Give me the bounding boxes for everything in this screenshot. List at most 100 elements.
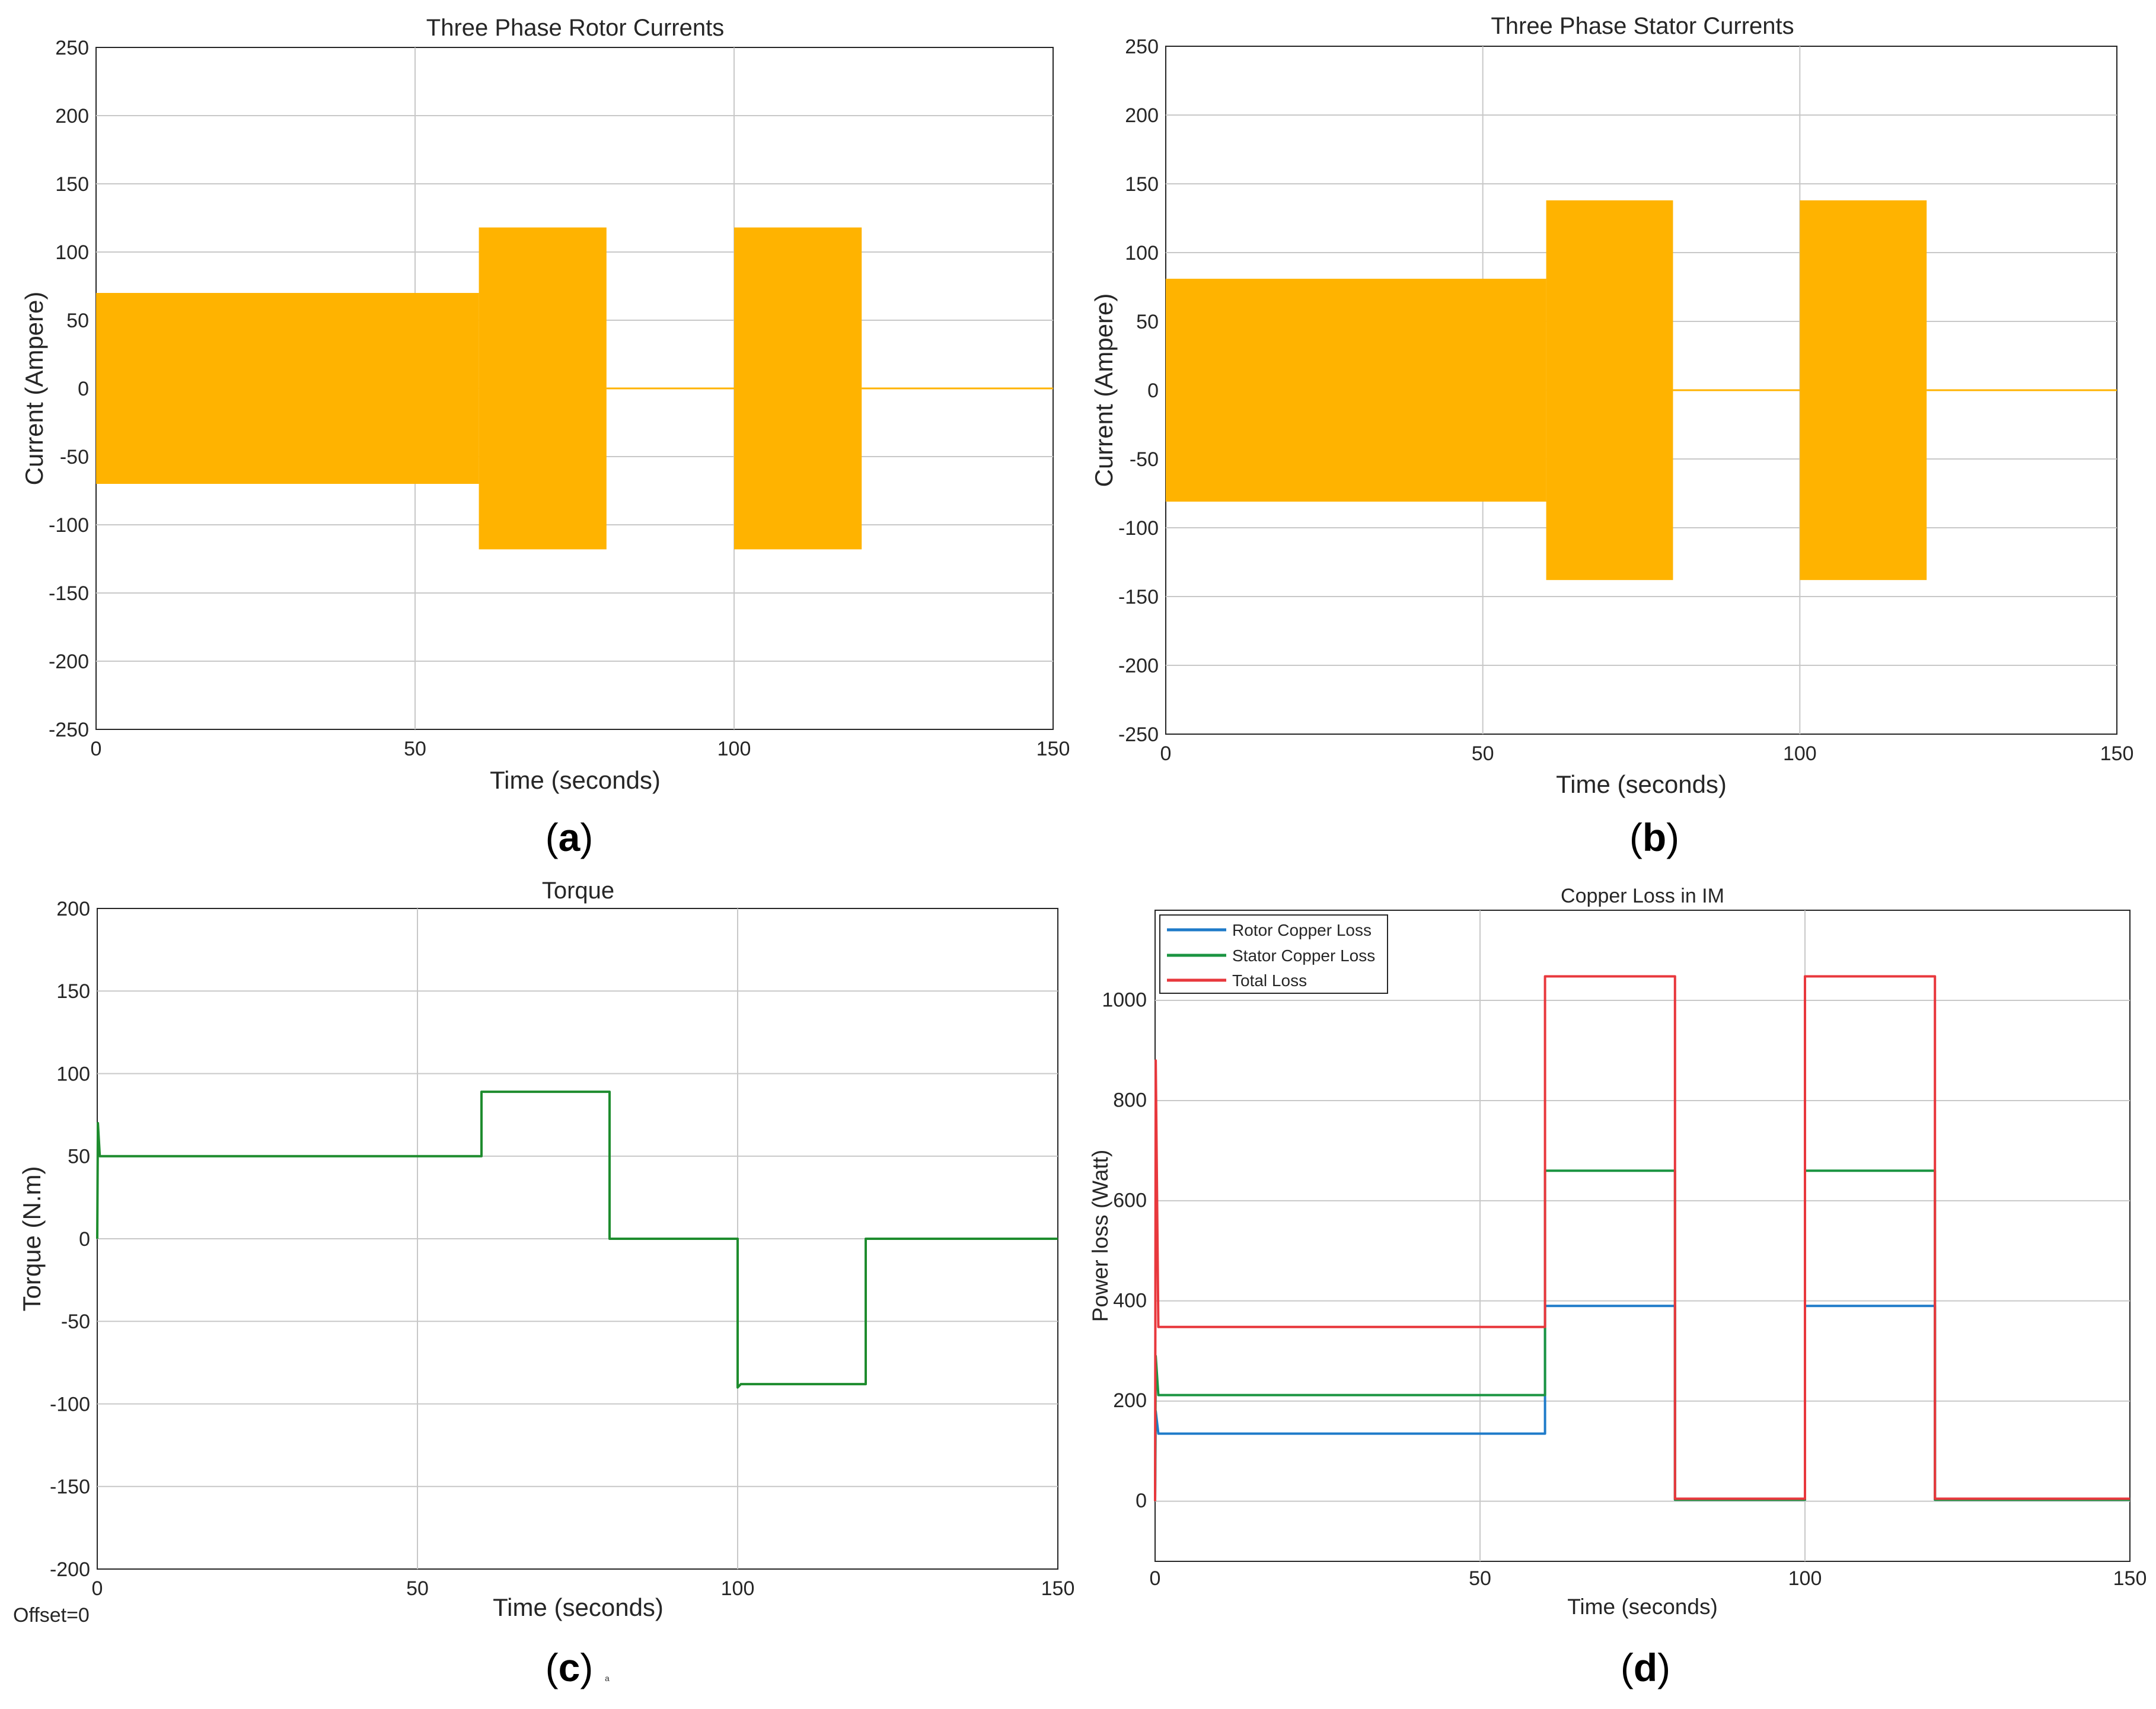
legend-label-stator: Stator Copper Loss bbox=[1232, 946, 1375, 965]
panel-c-title: Torque bbox=[542, 878, 614, 904]
series-line-0 bbox=[96, 1091, 1058, 1389]
panel-stator-currents: Three Phase Stator Currents 0 50 100 150 250… bbox=[1090, 13, 2133, 859]
panel-d-series bbox=[1154, 975, 2130, 1501]
y-tick-label: -150 bbox=[1118, 586, 1159, 608]
x-tick-label: 50 bbox=[1472, 742, 1494, 765]
y-tick-label: 200 bbox=[1113, 1389, 1147, 1412]
panel-a-caption-letter: a bbox=[559, 815, 581, 859]
y-tick-label: -100 bbox=[1118, 517, 1159, 540]
y-tick-label: 200 bbox=[1125, 104, 1159, 127]
y-tick-label: -200 bbox=[49, 651, 89, 673]
y-tick-label: 150 bbox=[56, 980, 90, 1003]
y-tick-label: -50 bbox=[61, 1311, 90, 1333]
current-envelope-segment bbox=[479, 227, 607, 550]
panel-d-ylabel: Power loss (Watt) bbox=[1088, 1150, 1112, 1322]
x-tick-label: 0 bbox=[92, 1577, 103, 1600]
panel-a-title: Three Phase Rotor Currents bbox=[426, 15, 724, 41]
y-tick-label: 50 bbox=[68, 1146, 90, 1168]
x-tick-label: 0 bbox=[91, 738, 102, 760]
y-tick-label: 250 bbox=[55, 37, 89, 59]
y-tick-label: 100 bbox=[1125, 242, 1159, 264]
x-tick-label: 150 bbox=[2113, 1567, 2147, 1590]
x-tick-label: 100 bbox=[1788, 1567, 1822, 1590]
x-tick-label: 50 bbox=[1469, 1567, 1491, 1590]
x-tick-label: 0 bbox=[1150, 1567, 1161, 1590]
panel-a-caption: (a) bbox=[546, 815, 594, 859]
x-tick-label: 100 bbox=[717, 738, 751, 760]
panel-c-xlabel: Time (seconds) bbox=[493, 1593, 664, 1621]
x-tick-label: 100 bbox=[721, 1577, 755, 1600]
y-tick-label: -100 bbox=[50, 1393, 90, 1415]
legend-label-total: Total Loss bbox=[1232, 971, 1307, 990]
panel-copper-loss: Copper Loss in IM 0 50 100 150 1000 800 600 400… bbox=[1088, 885, 2147, 1689]
current-envelope-segment bbox=[734, 227, 862, 550]
panel-a-ticks: 0 50 100 150 250 200 150 100 50 0 -50 -100 -150 -200 -… bbox=[49, 37, 1070, 760]
legend-label-rotor: Rotor Copper Loss bbox=[1232, 921, 1372, 939]
y-tick-label: 0 bbox=[1136, 1490, 1147, 1512]
y-tick-label: -50 bbox=[60, 446, 89, 468]
y-tick-label: -150 bbox=[50, 1476, 90, 1498]
panel-b-ylabel: Current (Ampere) bbox=[1090, 294, 1118, 487]
series-line-2 bbox=[1154, 975, 2130, 1501]
panel-d-plot-area bbox=[1154, 910, 2131, 1562]
panel-c-ticks: 0 50 100 150 200 150 100 50 0 -50 -100 -150 -200 bbox=[50, 898, 1074, 1600]
y-tick-label: 400 bbox=[1113, 1289, 1147, 1312]
panel-b-caption: (b) bbox=[1629, 815, 1679, 859]
x-tick-label: 50 bbox=[404, 738, 426, 760]
panel-d-ticks: 0 50 100 150 1000 800 600 400 200 0 bbox=[1102, 989, 2147, 1590]
y-tick-label: 0 bbox=[78, 378, 89, 400]
current-envelope-segment bbox=[1800, 200, 1927, 581]
y-tick-label: 50 bbox=[66, 310, 89, 332]
panel-c-caption: (c) bbox=[546, 1646, 594, 1689]
y-tick-label: -250 bbox=[1118, 723, 1159, 746]
y-tick-label: 150 bbox=[1125, 173, 1159, 196]
panel-b-series bbox=[1166, 200, 2117, 581]
panel-c-ylabel: Torque (N.m) bbox=[18, 1166, 46, 1311]
panel-torque: Torque 0 50 100 150 200 150 100 50 0 -50 -100 -150 -… bbox=[13, 878, 1074, 1689]
x-tick-label: 100 bbox=[1783, 742, 1817, 765]
panel-c-caption-mark: a bbox=[605, 1673, 610, 1683]
x-tick-label: 150 bbox=[2100, 742, 2134, 765]
panel-a-xlabel: Time (seconds) bbox=[490, 766, 661, 794]
panel-d-legend: Rotor Copper Loss Stator Copper Loss Tot… bbox=[1159, 914, 1388, 994]
y-tick-label: -100 bbox=[49, 514, 89, 537]
x-tick-label: 50 bbox=[406, 1577, 429, 1600]
y-tick-label: 600 bbox=[1113, 1189, 1147, 1211]
panel-c-offset-note: Offset=0 bbox=[13, 1604, 90, 1627]
current-envelope-segment bbox=[1546, 200, 1673, 581]
y-tick-label: 0 bbox=[79, 1228, 90, 1251]
panel-d-caption-letter: d bbox=[1634, 1646, 1657, 1689]
y-tick-label: 250 bbox=[1125, 36, 1159, 58]
panel-rotor-currents: Three Phase Rotor Currents 0 50 100 150 250 2… bbox=[20, 15, 1070, 859]
current-envelope-segment bbox=[96, 293, 479, 484]
panel-d-caption: (d) bbox=[1621, 1646, 1670, 1689]
panel-b-xlabel: Time (seconds) bbox=[1556, 770, 1727, 798]
panel-b-caption-letter: b bbox=[1642, 815, 1666, 859]
y-tick-label: 150 bbox=[55, 173, 89, 196]
panel-c-series bbox=[96, 1091, 1058, 1389]
y-tick-label: 1000 bbox=[1102, 989, 1147, 1012]
panel-b-ticks: 0 50 100 150 250 200 150 100 50 0 -50 -100 -150 -200 -… bbox=[1118, 36, 2133, 765]
y-tick-label: 0 bbox=[1147, 380, 1159, 402]
y-tick-label: 200 bbox=[55, 105, 89, 127]
y-tick-label: -50 bbox=[1130, 448, 1159, 471]
y-tick-label: 800 bbox=[1113, 1089, 1147, 1111]
current-envelope-segment bbox=[1166, 279, 1546, 502]
x-tick-label: 150 bbox=[1041, 1577, 1075, 1600]
panel-a-series bbox=[96, 227, 1053, 550]
y-tick-label: 200 bbox=[56, 898, 90, 920]
y-tick-label: 100 bbox=[55, 241, 89, 264]
x-tick-label: 150 bbox=[1036, 738, 1070, 760]
y-tick-label: -200 bbox=[50, 1558, 90, 1581]
panel-d-xlabel: Time (seconds) bbox=[1567, 1595, 1718, 1619]
panel-a-ylabel: Current (Ampere) bbox=[20, 292, 48, 486]
y-tick-label: -250 bbox=[49, 719, 89, 741]
x-tick-label: 0 bbox=[1160, 742, 1172, 765]
panel-c-caption-letter: c bbox=[559, 1646, 581, 1689]
y-tick-label: -200 bbox=[1118, 655, 1159, 677]
y-tick-label: -150 bbox=[49, 582, 89, 605]
y-tick-label: 50 bbox=[1136, 311, 1159, 333]
y-tick-label: 100 bbox=[56, 1063, 90, 1085]
panel-b-title: Three Phase Stator Currents bbox=[1491, 13, 1794, 39]
